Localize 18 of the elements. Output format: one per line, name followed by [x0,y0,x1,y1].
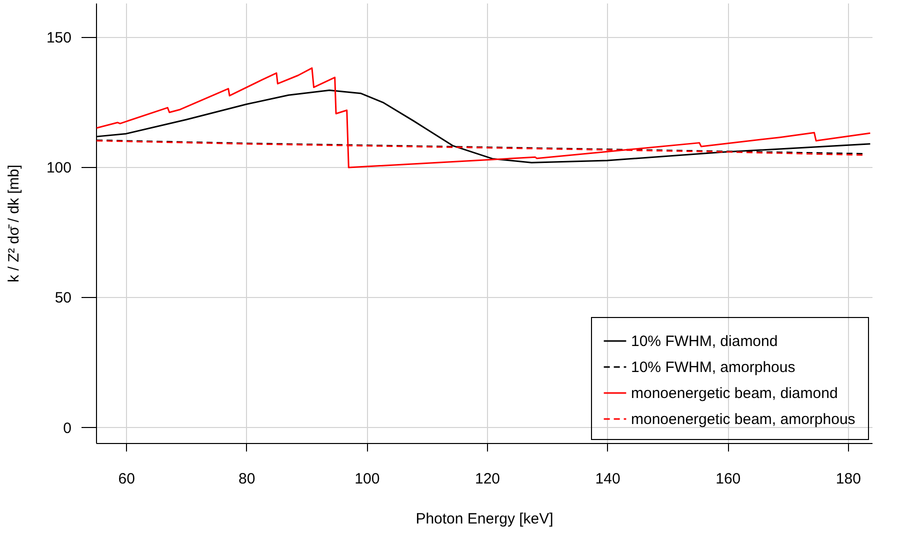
x-tick-label: 60 [118,470,135,488]
y-tick-label: 100 [46,160,72,177]
x-tick-label: 140 [595,470,620,488]
x-axis-title: Photon Energy [keV] [416,510,554,528]
y-tick-label: 0 [63,420,72,437]
x-tick-label: 160 [716,470,741,488]
legend-label: monoenergetic beam, diamond [631,385,838,402]
x-tick-label: 120 [474,470,500,488]
legend-label: monoenergetic beam, amorphous [631,411,856,428]
legend-label: 10% FWHM, amorphous [631,359,796,376]
y-tick-label: 150 [46,29,72,46]
y-axis-title: k / Z² dσ̄ / dk [mb] [5,164,22,282]
line-series [96,67,871,168]
x-tick-label: 80 [238,470,256,488]
legend-label: 10% FWHM, diamond [631,333,778,350]
x-tick-label: 100 [354,470,380,488]
x-tick-label: 180 [836,470,861,488]
y-tick-label: 50 [54,290,72,307]
